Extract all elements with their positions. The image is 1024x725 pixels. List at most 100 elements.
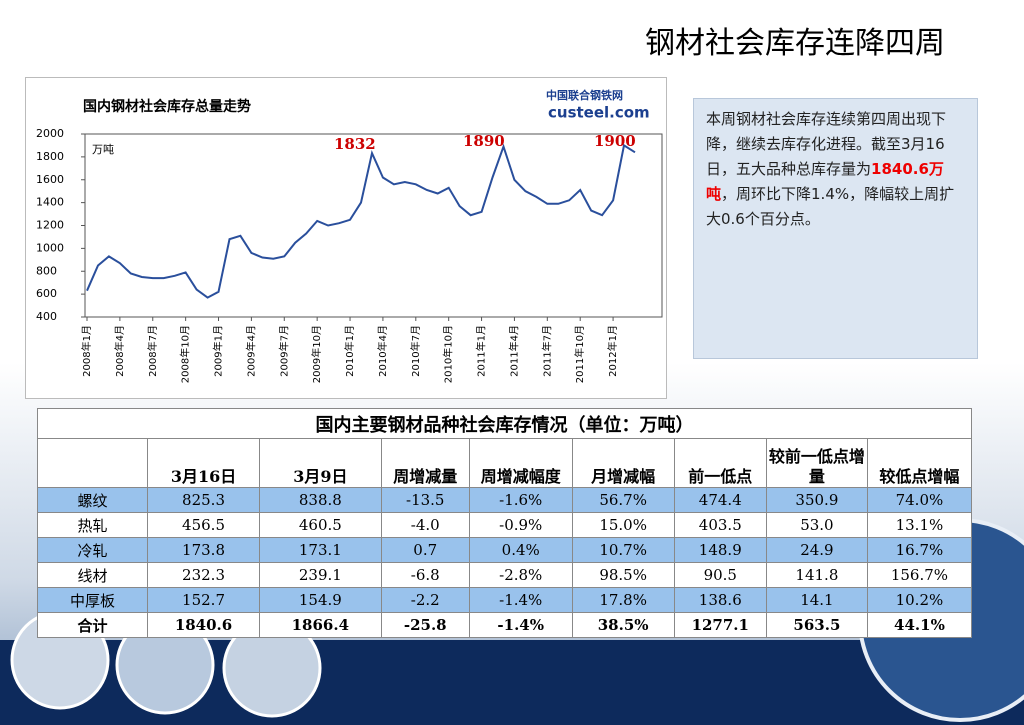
header-cell: 前一低点 — [673, 438, 767, 488]
chart-title: 国内钢材社会库存总量走势 — [83, 98, 251, 115]
x-tick-label: 2008年7月 — [146, 325, 159, 377]
table-cell: 98.5% — [571, 562, 675, 588]
table-cell: 热轧 — [36, 512, 149, 538]
table-cell: 141.8 — [765, 562, 868, 588]
title-row: 国内主要钢材品种社会库存情况（单位：万吨） — [37, 408, 972, 439]
table-cell: -1.4% — [468, 587, 573, 613]
table-title: 国内主要钢材品种社会库存情况（单位：万吨） — [37, 408, 972, 439]
slide-title: 钢材社会库存连降四周 — [645, 26, 945, 61]
logo-cn: 中国联合钢铁网 — [546, 88, 623, 102]
header-cell: 月增减幅 — [571, 438, 675, 488]
y-tick-label: 1600 — [36, 173, 64, 186]
table-cell: 合计 — [36, 612, 149, 638]
header-cell: 较低点增幅 — [866, 438, 973, 488]
table-cell: -2.8% — [468, 562, 573, 588]
annotation: 1832 — [334, 135, 376, 153]
x-tick-label: 2009年1月 — [212, 325, 225, 377]
table-row: 中厚板 152.7 154.9 -2.2 -1.4% 17.8% 138.6 14.1 10.2… — [36, 587, 973, 613]
y-tick-label: 1000 — [36, 241, 64, 254]
x-tick-label: 2012年1月 — [606, 325, 619, 377]
header-cell: 周增减幅度 — [468, 438, 573, 488]
x-tick-label: 2009年4月 — [244, 325, 257, 377]
table-cell: 53.0 — [765, 512, 868, 538]
table-cell: 17.8% — [571, 587, 675, 613]
table-cell: 74.0% — [866, 487, 973, 513]
table-cell: 线材 — [36, 562, 149, 588]
y-tick-label: 1200 — [36, 219, 64, 232]
table-cell: 1840.6 — [147, 612, 260, 638]
table-cell: 中厚板 — [36, 587, 149, 613]
table-cell: 460.5 — [258, 512, 382, 538]
table-cell: 1277.1 — [673, 612, 767, 638]
table-cell: 173.1 — [258, 537, 382, 563]
table-cell: 456.5 — [147, 512, 260, 538]
table-cell: -1.4% — [468, 612, 573, 638]
header-cell: 周增减量 — [380, 438, 470, 488]
header-cell: 较前一低点增量 — [765, 438, 868, 488]
table-cell: 825.3 — [147, 487, 260, 513]
x-tick-label: 2011年1月 — [475, 325, 488, 377]
table-cell: 冷轧 — [36, 537, 149, 563]
table-cell: 44.1% — [866, 612, 973, 638]
x-tick-label: 2008年10月 — [179, 325, 192, 383]
table-cell: 173.8 — [147, 537, 260, 563]
table-cell: -1.6% — [468, 487, 573, 513]
header-cell: 3月9日 — [258, 438, 382, 488]
annotation: 1890 — [463, 132, 505, 150]
table-cell: 14.1 — [765, 587, 868, 613]
x-tick-label: 2010年10月 — [442, 325, 455, 383]
table-cell: 239.1 — [258, 562, 382, 588]
table-cell: -0.9% — [468, 512, 573, 538]
header-cell — [36, 438, 149, 488]
table-cell: 0.7 — [380, 537, 470, 563]
x-tick-label: 2010年7月 — [409, 325, 422, 377]
table-cell: 90.5 — [673, 562, 767, 588]
y-tick-label: 800 — [36, 264, 57, 277]
header-row: 3月16日 3月9日 周增减量 周增减幅度 月增减幅 前一低点 较前一低点增量 较低点增幅 — [36, 438, 973, 488]
table-cell: 15.0% — [571, 512, 675, 538]
x-tick-label: 2011年7月 — [540, 325, 553, 377]
table-row: 螺纹 825.3 838.8 -13.5 -1.6% 56.7% 474.4 350.9 74.… — [36, 487, 973, 513]
table-cell: 13.1% — [866, 512, 973, 538]
y-tick-label: 2000 — [36, 127, 64, 140]
table-cell: 24.9 — [765, 537, 868, 563]
table-cell: 螺纹 — [36, 487, 149, 513]
y-tick-label: 600 — [36, 287, 57, 300]
x-tick-label: 2010年1月 — [343, 325, 356, 377]
y-tick-label: 1400 — [36, 196, 64, 209]
table-cell: 403.5 — [673, 512, 767, 538]
table-cell: 16.7% — [866, 537, 973, 563]
chart: 国内钢材社会库存总量走势 中国联合钢铁网 custeel.com 万吨 400 6… — [25, 77, 667, 399]
table-cell: 154.9 — [258, 587, 382, 613]
x-tick-label: 2010年4月 — [376, 325, 389, 377]
table: 国内主要钢材品种社会库存情况（单位：万吨） 3月16日 3月9日 周增减量 周增减幅度月… — [36, 408, 973, 638]
table-cell: 10.2% — [866, 587, 973, 613]
table-cell: 563.5 — [765, 612, 868, 638]
table-cell: -6.8 — [380, 562, 470, 588]
table-cell: 152.7 — [147, 587, 260, 613]
header-cell: 3月16日 — [147, 438, 260, 488]
table-cell: -4.0 — [380, 512, 470, 538]
note-text: 本周钢材社会库存连续第四周出现下降，继续去库存化进程。截至3月16日，五大品种总… — [706, 110, 947, 178]
table-row: 合计 1840.6 1866.4 -25.8 -1.4% 38.5% 1277.1 563.5… — [36, 612, 973, 638]
plot-frame — [84, 133, 663, 318]
table-row: 热轧 456.5 460.5 -4.0 -0.9% 15.0% 403.5 53.0 13.1% — [36, 512, 973, 538]
x-tick-label: 2009年7月 — [277, 325, 290, 377]
table-cell: -2.2 — [380, 587, 470, 613]
table-cell: 10.7% — [571, 537, 675, 563]
table-cell: 156.7% — [866, 562, 973, 588]
x-tick-label: 2009年10月 — [310, 325, 323, 383]
x-tick-label: 2008年4月 — [113, 325, 126, 377]
table-cell: 838.8 — [258, 487, 382, 513]
x-tick-label: 2011年4月 — [507, 325, 520, 377]
table-cell: -13.5 — [380, 487, 470, 513]
table-row: 冷轧 173.8 173.1 0.7 0.4% 10.7% 148.9 24.9 16.7% — [36, 537, 973, 563]
y-tick-label: 400 — [36, 310, 57, 323]
table-cell: -25.8 — [380, 612, 470, 638]
table-cell: 0.4% — [468, 537, 573, 563]
table-row: 线材 232.3 239.1 -6.8 -2.8% 98.5% 90.5 141.8 156.7… — [36, 562, 973, 588]
table-cell: 232.3 — [147, 562, 260, 588]
table-cell: 1866.4 — [258, 612, 382, 638]
unit-label: 万吨 — [92, 143, 114, 156]
